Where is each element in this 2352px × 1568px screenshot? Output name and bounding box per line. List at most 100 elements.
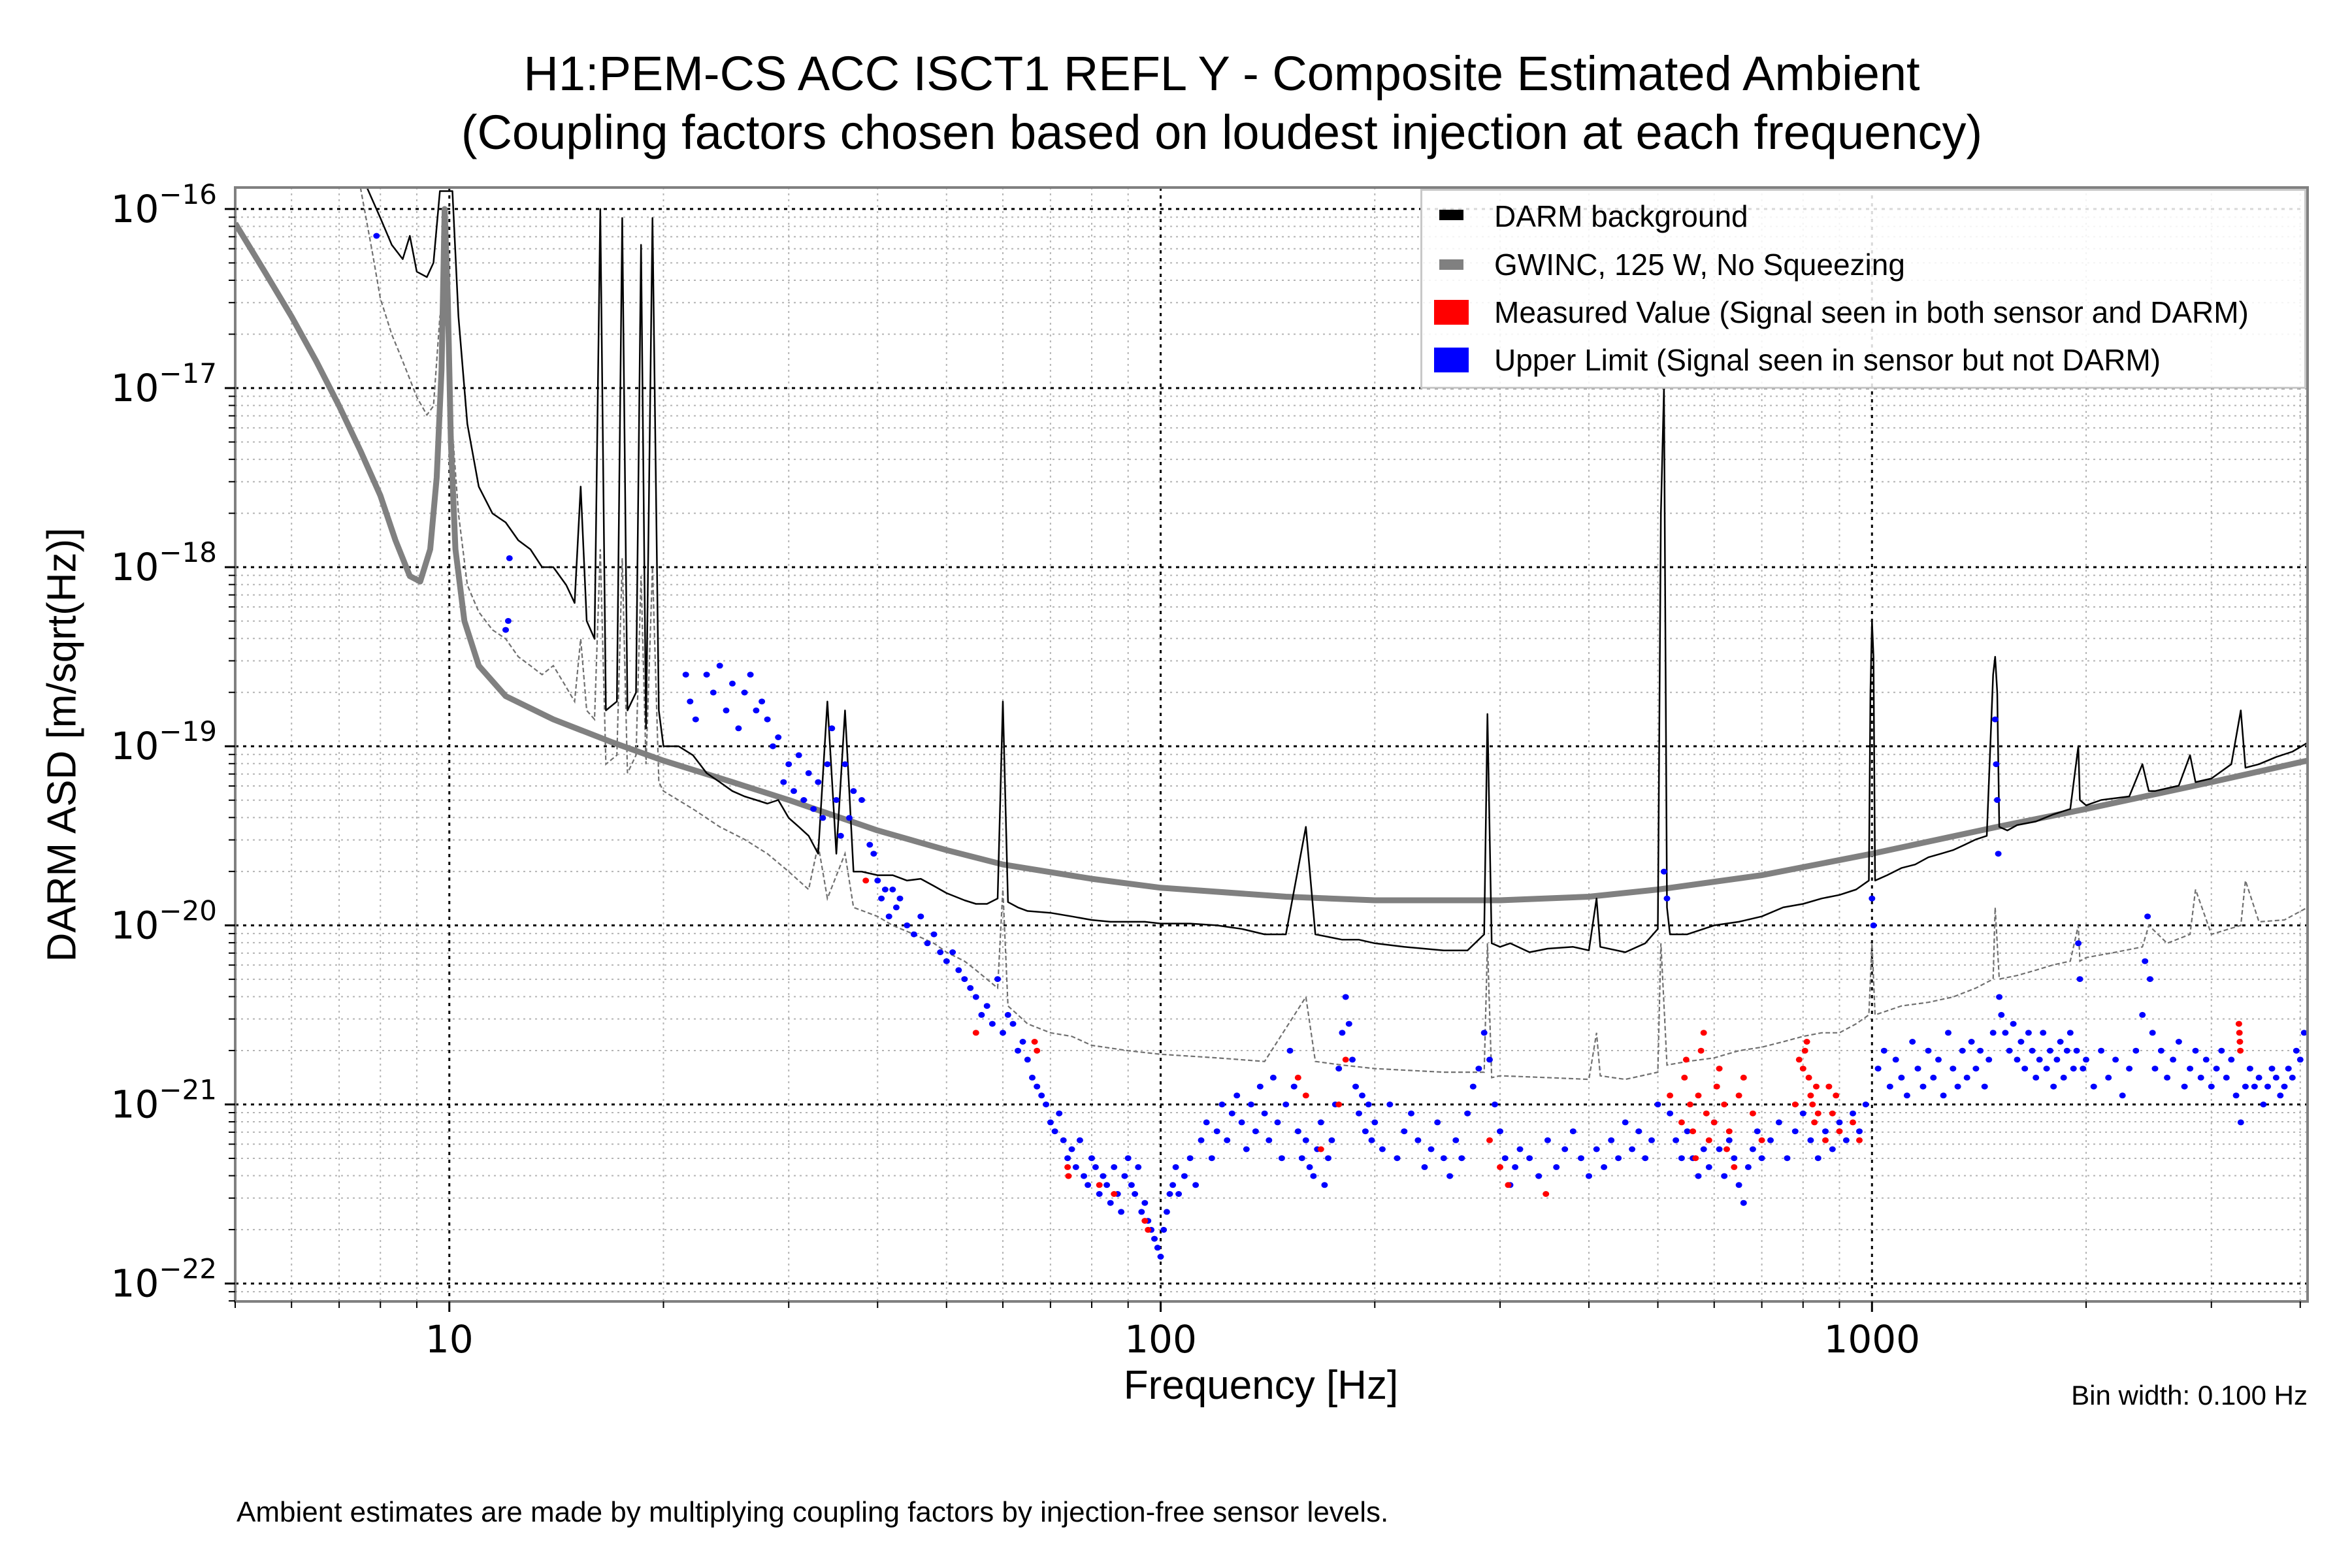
point-upper-limit <box>1111 1164 1118 1170</box>
point-upper-limit <box>1940 1092 1947 1099</box>
footnote: Ambient estimates are made by multiplyin… <box>237 1496 1389 1528</box>
point-upper-limit <box>1593 1146 1600 1152</box>
point-measured-value <box>862 877 870 884</box>
point-upper-limit <box>1977 1047 1984 1054</box>
point-upper-limit <box>2268 1066 2276 1072</box>
point-upper-limit <box>780 779 787 785</box>
point-upper-limit <box>1452 1137 1460 1143</box>
point-measured-value <box>1713 1083 1720 1090</box>
point-upper-limit <box>1981 1083 1988 1090</box>
point-upper-limit <box>1512 1164 1519 1170</box>
point-upper-limit <box>1247 1102 1254 1107</box>
point-upper-limit <box>1414 1137 1422 1143</box>
point-measured-value <box>2235 1021 2242 1027</box>
point-upper-limit <box>2090 1083 2097 1090</box>
point-upper-limit <box>2255 1074 2262 1081</box>
point-upper-limit <box>2242 1083 2249 1090</box>
point-measured-value <box>1805 1074 1812 1081</box>
point-measured-value <box>1695 1092 1702 1099</box>
point-upper-limit <box>1192 1182 1200 1188</box>
point-measured-value <box>1692 1155 1699 1162</box>
point-measured-value <box>972 1030 979 1036</box>
point-upper-limit <box>1822 1128 1829 1135</box>
point-upper-limit <box>1310 1173 1317 1179</box>
point-upper-limit <box>2202 1056 2210 1063</box>
point-upper-limit <box>2033 1074 2040 1081</box>
point-measured-value <box>1031 1039 1038 1045</box>
point-upper-limit <box>1909 1039 1916 1045</box>
point-upper-limit <box>2050 1083 2057 1090</box>
point-upper-limit <box>2043 1066 2050 1072</box>
point-upper-limit <box>682 672 689 678</box>
point-upper-limit <box>1298 1155 1305 1162</box>
point-upper-limit <box>1963 1074 1970 1081</box>
series-darm-background <box>366 188 2308 953</box>
point-upper-limit <box>1181 1173 1188 1179</box>
point-upper-limit <box>841 761 849 768</box>
point-upper-limit <box>1754 1128 1761 1135</box>
point-upper-limit <box>1339 1030 1346 1036</box>
point-upper-limit <box>881 887 889 892</box>
point-upper-limit <box>1386 1102 1394 1107</box>
point-upper-limit <box>1286 1047 1294 1054</box>
point-upper-limit <box>1475 1066 1482 1072</box>
point-upper-limit <box>1141 1200 1149 1206</box>
point-upper-limit <box>1544 1137 1551 1143</box>
point-measured-value <box>1829 1110 1836 1117</box>
point-upper-limit <box>1608 1137 1615 1143</box>
point-upper-limit <box>2025 1030 2032 1036</box>
point-measured-value <box>1145 1226 1152 1233</box>
point-upper-limit <box>1601 1164 1608 1170</box>
point-upper-limit <box>1993 761 2000 768</box>
point-upper-limit <box>2192 1047 2199 1054</box>
point-upper-limit <box>949 949 956 955</box>
point-measured-value <box>1731 1164 1738 1170</box>
point-upper-limit <box>2181 1083 2188 1090</box>
point-upper-limit <box>729 680 736 687</box>
point-upper-limit <box>1991 716 1999 723</box>
point-upper-limit <box>2260 1102 2267 1107</box>
point-upper-limit <box>1401 1128 1408 1135</box>
point-measured-value <box>1681 1074 1688 1081</box>
point-upper-limit <box>2197 1074 2204 1081</box>
point-measured-value <box>1497 1164 1503 1170</box>
point-measured-value <box>1803 1039 1810 1045</box>
point-upper-limit <box>1469 1083 1477 1090</box>
point-upper-limit <box>1553 1164 1560 1170</box>
point-upper-limit <box>1945 1030 1952 1036</box>
point-upper-limit <box>1365 1102 1372 1107</box>
point-upper-limit <box>1660 868 1667 875</box>
point-upper-limit <box>1919 1083 1927 1090</box>
tick-labels: 10 100 1000 10−16 10−17 10−18 10−19 10−20 10−21 1… <box>111 178 1921 1362</box>
point-upper-limit <box>1278 1155 1285 1162</box>
point-upper-limit <box>1325 1155 1331 1162</box>
point-upper-limit <box>2281 1083 2288 1090</box>
point-upper-limit <box>1892 1056 1899 1063</box>
point-upper-limit <box>1015 1047 1021 1054</box>
point-upper-limit <box>943 958 950 964</box>
point-upper-limit <box>1379 1146 1386 1152</box>
point-upper-limit <box>1243 1146 1250 1152</box>
point-upper-limit <box>1721 1173 1728 1179</box>
point-upper-limit <box>2073 1047 2080 1054</box>
point-upper-limit <box>504 617 512 624</box>
point-upper-limit <box>1716 1146 1723 1152</box>
point-upper-limit <box>1740 1200 1747 1206</box>
point-upper-limit <box>1758 1155 1765 1162</box>
point-upper-limit <box>710 689 717 696</box>
point-upper-limit <box>1228 1110 1235 1117</box>
point-upper-limit <box>1056 1110 1063 1117</box>
point-upper-limit <box>1269 1074 1277 1081</box>
point-upper-limit <box>716 662 723 669</box>
point-upper-limit <box>1238 1119 1245 1126</box>
point-upper-limit <box>1092 1164 1099 1170</box>
point-upper-limit <box>2208 1083 2215 1090</box>
point-upper-limit <box>910 931 917 938</box>
point-upper-limit <box>1996 994 2003 1000</box>
point-upper-limit <box>1874 1066 1882 1072</box>
point-upper-limit <box>1925 1047 1932 1054</box>
point-upper-limit <box>692 716 699 723</box>
point-upper-limit <box>2251 1083 2258 1090</box>
point-upper-limit <box>1224 1137 1231 1143</box>
point-upper-limit <box>1968 1039 1975 1045</box>
